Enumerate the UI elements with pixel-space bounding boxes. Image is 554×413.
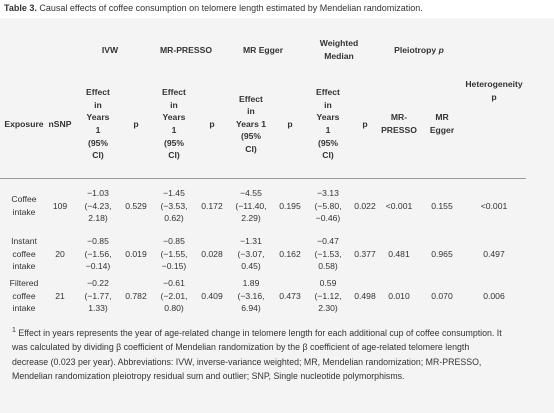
header-pleio-presso: MR- PRESSO [381, 112, 417, 135]
cell-presso-effect: −0.61 (−2.01, 0.80) [160, 278, 188, 314]
header-heterogeneity: Heterogeneity p [465, 79, 523, 102]
cell-egger-p: 0.162 [279, 248, 301, 259]
table-title: Causal effects of coffee consumption on … [39, 3, 423, 13]
cell-presso-p: 0.028 [201, 248, 223, 259]
header-p-presso: p [209, 118, 215, 129]
table-panel: IVW MR-PRESSO MR Egger Weighted Median P… [0, 18, 554, 413]
cell-pleio-presso: 0.010 [388, 290, 410, 301]
header-effect-egger: Effect in Years 1 (95% CI) [235, 93, 267, 154]
cell-presso-p: 0.172 [200, 178, 224, 233]
header-effect-presso: Effect in Years 1 (95% CI) [162, 87, 186, 161]
header-mr-presso: MR-PRESSO [159, 44, 213, 55]
header-p-egger: p [287, 118, 293, 129]
header-ivw: IVW [101, 44, 119, 55]
cell-exposure: Filtered coffee intake [9, 278, 39, 314]
cell-pleio-presso: <0.001 [376, 178, 422, 233]
cell-ivw-effect: −0.22 (−1.77, 1.33) [84, 278, 112, 314]
cell-wm-effect: 0.59 (−1.12, 2.30) [314, 278, 342, 314]
cell-egger-effect: −1.31 (−3.07, 0.45) [237, 236, 265, 272]
cell-nsnp: 109 [48, 178, 72, 233]
cell-wm-p: 0.022 [354, 178, 376, 233]
cell-heterogeneity: 0.006 [483, 290, 505, 301]
cell-presso-p: 0.409 [201, 290, 223, 301]
cell-wm-p: 0.377 [354, 248, 376, 259]
cell-ivw-p: 0.529 [124, 178, 148, 233]
footnote-marker: 1 [12, 327, 16, 334]
header-pleio-egger: MR Egger [429, 112, 455, 135]
header-effect-wm: Effect in Years 1 (95% CI) [316, 87, 340, 161]
cell-presso-effect: −1.45 (−3.53, 0.62) [148, 178, 200, 233]
cell-wm-effect: −0.47 (−1.53, 0.58) [314, 236, 342, 272]
cell-exposure: Instant coffee intake [11, 236, 37, 272]
cell-wm-p: 0.498 [354, 290, 376, 301]
header-mr-egger: MR Egger [242, 44, 284, 55]
footnote-text: Effect in years represents the year of a… [12, 327, 502, 382]
table-row-instant-coffee: Instant coffee intake 20 −0.85 (−1.56, −… [0, 233, 526, 275]
cell-nsnp: 20 [55, 248, 65, 259]
cell-ivw-p: 0.019 [125, 248, 147, 259]
cell-egger-p: 0.473 [279, 290, 301, 301]
cell-exposure: Coffee intake [0, 178, 48, 233]
header-effect-ivw: Effect in Years 1 (95% CI) [86, 87, 110, 161]
table-label: Table 3. [4, 3, 37, 13]
results-table: IVW MR-PRESSO MR Egger Weighted Median P… [0, 30, 526, 317]
cell-pleio-egger: 0.070 [431, 290, 453, 301]
cell-pleio-egger: 0.965 [431, 248, 453, 259]
cell-ivw-p: 0.782 [125, 290, 147, 301]
table-caption: Table 3. Causal effects of coffee consum… [4, 3, 423, 13]
table-row-filtered-coffee: Filtered coffee intake 21 −0.22 (−1.77, … [0, 275, 526, 317]
cell-pleio-egger: 0.155 [422, 178, 462, 233]
header-p-wm: p [362, 118, 368, 129]
cell-egger-p: 0.195 [278, 178, 302, 233]
cell-nsnp: 21 [55, 290, 65, 301]
cell-presso-effect: −0.85 (−1.55, −0.15) [160, 236, 188, 272]
header-p-ivw: p [133, 118, 139, 129]
header-nsnp: nSNP [48, 118, 72, 129]
cell-wm-effect: −3.13 (−5.80, −0.46) [302, 178, 354, 233]
cell-pleio-presso: 0.481 [388, 248, 410, 259]
cell-heterogeneity: <0.001 [462, 178, 526, 233]
cell-heterogeneity: 0.497 [483, 248, 505, 259]
cell-egger-effect: 1.89 (−3.16, 6.94) [237, 278, 265, 314]
header-pleiotropy: Pleiotropy p [394, 44, 444, 55]
header-weighted-median: Weighted Median [319, 38, 359, 61]
table-footnote: 1 Effect in years represents the year of… [12, 324, 502, 384]
cell-ivw-effect: −0.85 (−1.56, −0.14) [84, 236, 112, 272]
cell-egger-effect: −4.55 (−11.40, 2.29) [224, 178, 278, 233]
table-row-coffee-intake: Coffee intake 109 −1.03 (−4.23, 2.18) 0.… [0, 178, 526, 233]
cell-ivw-effect: −1.03 (−4.23, 2.18) [72, 178, 124, 233]
header-exposure: Exposure [4, 118, 44, 129]
